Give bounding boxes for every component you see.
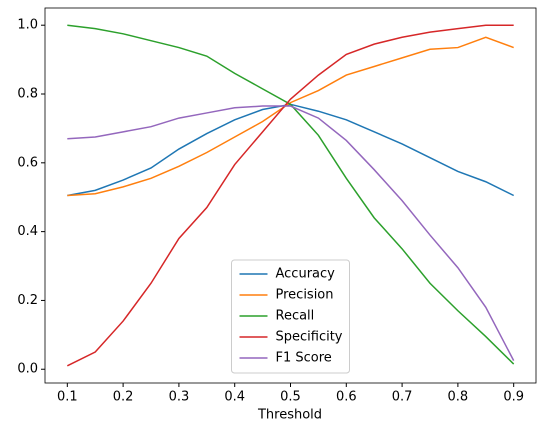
x-tick-label: 0.2 (113, 390, 134, 405)
legend-label: Precision (276, 288, 334, 303)
legend-label: F1 Score (276, 351, 332, 366)
y-tick-label: 0.4 (17, 224, 38, 239)
x-tick-label: 0.9 (503, 390, 524, 405)
y-tick-label: 0.2 (17, 293, 38, 308)
legend-label: Recall (276, 309, 315, 324)
y-tick-label: 0.8 (17, 87, 38, 102)
x-tick-label: 0.4 (224, 390, 245, 405)
x-tick-label: 0.7 (392, 390, 413, 405)
x-tick-label: 0.5 (280, 390, 301, 405)
legend-box (231, 259, 350, 374)
x-tick-label: 0.8 (448, 390, 469, 405)
series-line (67, 36, 514, 197)
legend-label: Specificity (276, 330, 343, 345)
y-tick-label: 0.0 (17, 362, 38, 377)
x-tick-label: 0.6 (336, 390, 357, 405)
series-line (67, 103, 515, 197)
x-tick-label: 0.1 (57, 390, 78, 405)
series-line (66, 24, 514, 367)
x-axis-label: Threshold (257, 408, 322, 423)
y-tick-label: 0.6 (17, 155, 38, 170)
x-tick-label: 0.3 (169, 390, 190, 405)
y-tick-label: 1.0 (17, 18, 38, 33)
series-line (67, 24, 515, 365)
plot-frame (44, 7, 537, 384)
legend-label: Accuracy (276, 267, 336, 282)
series-line (67, 105, 515, 361)
